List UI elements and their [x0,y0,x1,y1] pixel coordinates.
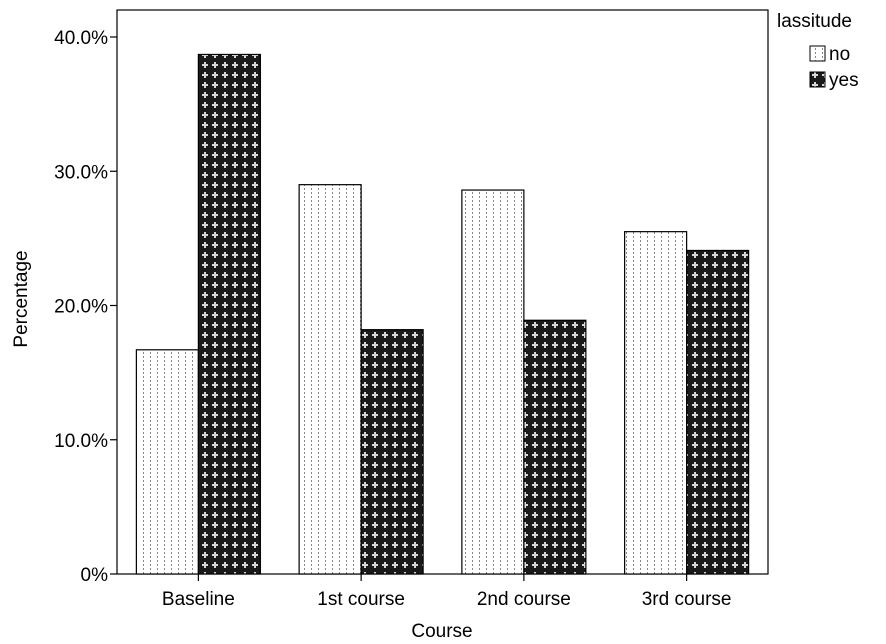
y-axis-title: Percentage [11,250,32,347]
bar-yes-2 [523,319,587,575]
x-tick-label: 3rd course [642,589,732,610]
bar-yes-1 [360,329,424,575]
legend-label-no: no [829,44,850,65]
bar-no-3 [624,231,688,575]
x-axis-title: Course [411,621,472,642]
bar-no-2 [461,189,525,575]
bar-yes-0 [197,53,261,575]
y-tick-label: 30.0% [54,162,108,183]
bar-no-0 [135,349,199,575]
bars [135,53,750,575]
x-axis: Baseline 1st course 2nd course 3rd course [162,574,732,610]
bar-no-1 [298,184,362,575]
legend-label-yes: yes [829,70,859,91]
y-tick-label: 40.0% [54,28,108,49]
legend-swatch-no [809,45,826,62]
x-tick-label: 2nd course [477,589,571,610]
y-tick-label: 20.0% [54,297,108,318]
legend-title: lassitude [777,11,852,32]
y-tick-label: 10.0% [54,431,108,452]
y-tick-label: 0% [81,565,109,586]
y-axis: 0% 10.0% 20.0% 30.0% 40.0% [54,28,117,586]
legend-swatch-yes [809,71,826,88]
x-tick-label: 1st course [317,589,405,610]
x-tick-label: Baseline [162,589,235,610]
legend: lassitude no yes [777,11,859,91]
bar-yes-3 [686,249,750,575]
